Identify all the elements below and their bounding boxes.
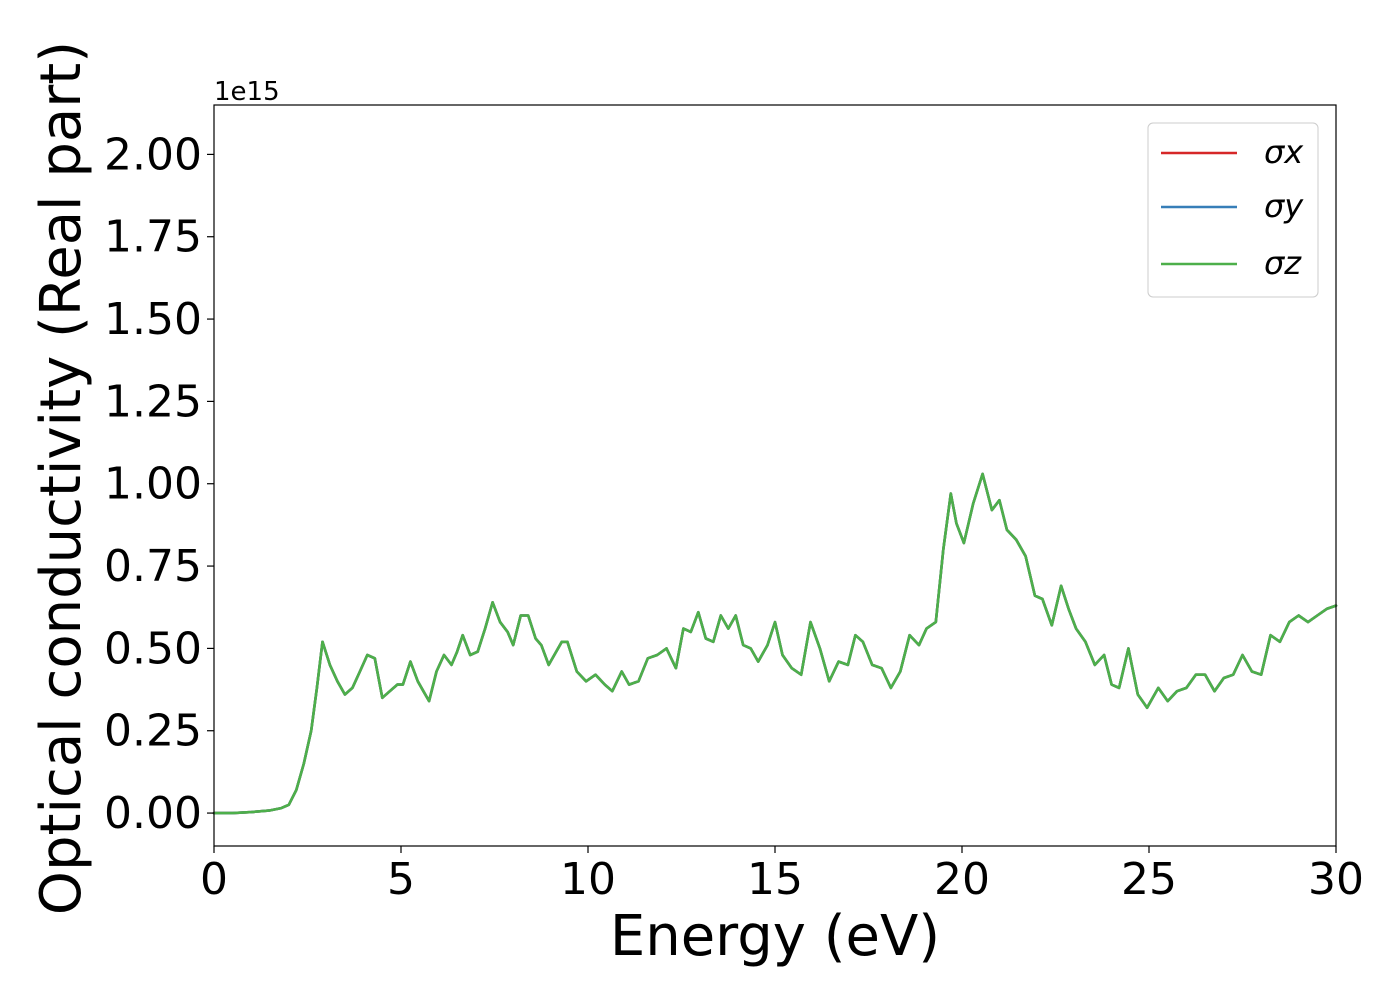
x-tick-label: 0: [200, 854, 228, 905]
y-axis-label: Optical conductivity (Real part): [29, 41, 94, 915]
x-axis-ticks: 0 5 10 15 20 25 30: [200, 846, 1364, 905]
x-tick-label: 15: [747, 854, 803, 905]
y-tick-label: 1.50: [104, 294, 202, 345]
y-tick-label: 0.50: [104, 623, 202, 674]
x-tick-label: 10: [560, 854, 616, 905]
legend-label-1: σy: [1264, 187, 1304, 225]
y-tick-label: 1.25: [104, 376, 202, 427]
y-tick-label: 1.00: [104, 459, 202, 510]
x-tick-label: 20: [934, 854, 990, 905]
legend-box: [1147, 122, 1319, 298]
y-tick-label: 1.75: [104, 212, 202, 263]
x-axis-label: Energy (eV): [610, 904, 940, 969]
y-tick-label: 0.00: [104, 788, 202, 839]
legend-label-2: σz: [1264, 244, 1302, 282]
x-tick-label: 5: [387, 854, 415, 905]
y-offset-label: 1e15: [214, 77, 280, 107]
legend: σx σy σz: [1147, 122, 1319, 298]
y-tick-label: 0.75: [104, 541, 202, 592]
series-line-2: [212, 472, 1338, 815]
y-tick-label: 2.00: [104, 129, 202, 180]
x-tick-label: 25: [1121, 854, 1177, 905]
series-layer: [212, 472, 1338, 815]
legend-label-0: σx: [1264, 133, 1304, 171]
y-tick-label: 0.25: [104, 706, 202, 757]
x-tick-label: 30: [1308, 854, 1364, 905]
y-axis-ticks: 0.00 0.25 0.50 0.75 1.00 1.25 1.50 1.75 2.00: [104, 129, 214, 839]
